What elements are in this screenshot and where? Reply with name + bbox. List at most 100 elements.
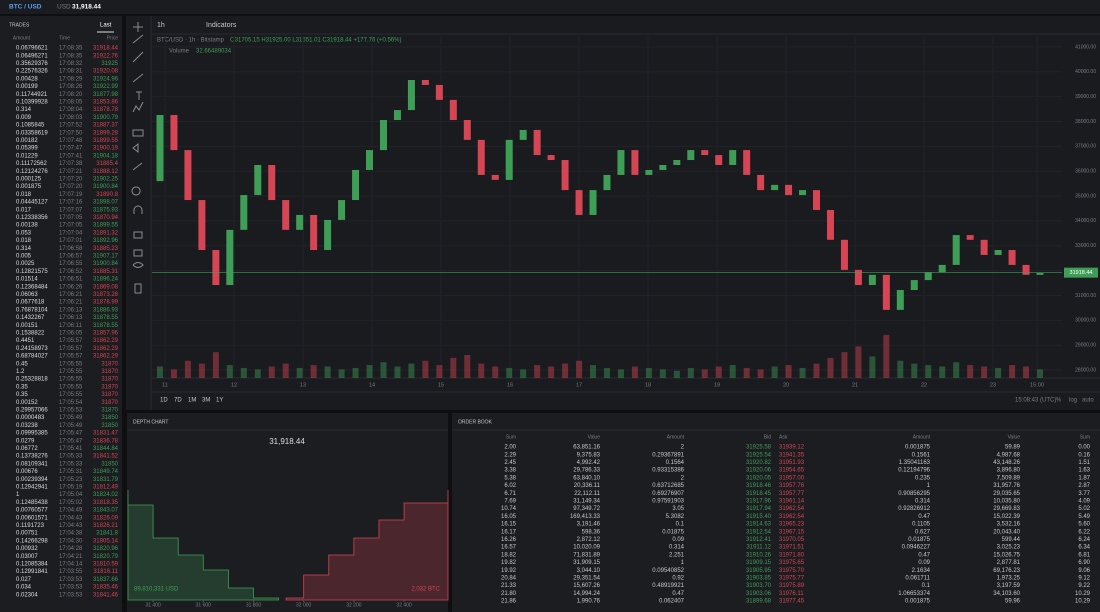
volume-bar — [184, 360, 191, 378]
book-cell: 97,349.72 — [573, 506, 600, 512]
volume-bar — [394, 366, 401, 378]
candle — [813, 190, 821, 210]
trade-amount: 0.03358619 — [16, 130, 48, 136]
trade-amount: 0.1191723 — [16, 523, 45, 529]
volume-bar — [981, 366, 988, 378]
candle — [449, 99, 457, 121]
trade-amount: 0.00428 — [16, 76, 38, 82]
trade-price: 31869.08 — [93, 284, 119, 290]
trade-price: 31899.55 — [93, 223, 119, 229]
trade-amount: 0.11172562 — [16, 161, 47, 167]
tool-icons[interactable] — [131, 22, 144, 294]
scale-option[interactable]: % — [1056, 398, 1062, 404]
scale-option[interactable]: log — [1069, 398, 1077, 404]
timeframe[interactable]: 1M — [188, 398, 196, 404]
book-cell: 0.061711 — [905, 575, 930, 581]
bids-area — [127, 490, 279, 601]
price-axis — [1062, 36, 1100, 378]
volume-bar — [673, 370, 680, 378]
trade-amount: 0.00182 — [16, 138, 38, 144]
trade-amount: 0.03238 — [16, 423, 38, 429]
trade-amount: 0.1432267 — [16, 315, 45, 321]
volume-bar — [715, 366, 722, 378]
trades-column: Time — [59, 35, 70, 41]
trade-time: 17:07:19 — [59, 192, 83, 198]
book-cell: 3,025.23 — [997, 545, 1021, 551]
candle — [366, 150, 374, 170]
timeframe[interactable]: 3M — [202, 398, 210, 404]
book-cell: 7.69 — [504, 498, 516, 504]
drawing-tools — [131, 22, 144, 294]
pair-selector[interactable]: BTC / USD — [9, 4, 42, 11]
trade-price: 31888.12 — [93, 169, 119, 175]
trade-price: 31887.37 — [93, 123, 119, 129]
book-cell: 22,112.11 — [574, 491, 600, 497]
book-cell: 31903.06 — [746, 591, 772, 597]
candle — [533, 129, 541, 156]
scale-option[interactable]: auto — [1082, 398, 1094, 404]
book-cell: 5.3082 — [666, 514, 685, 520]
book-cell: 31975.77 — [779, 575, 805, 581]
trade-amount: 0.01514 — [16, 277, 38, 283]
trade-time: 17:05:49 — [59, 423, 83, 429]
book-cell: 21.80 — [501, 591, 517, 597]
volume-bar — [576, 360, 583, 378]
book-cell: 9.12 — [1078, 575, 1090, 581]
volume-bar — [967, 365, 974, 378]
book-cell: 0.93315386 — [652, 468, 684, 474]
book-column: Bid — [764, 434, 771, 440]
book-cell: 0.1 — [922, 583, 931, 589]
trade-time: 17:06:58 — [59, 246, 83, 252]
trade-price: 31925 — [101, 61, 118, 67]
trade-amount: 0.12368484 — [16, 284, 48, 290]
trade-amount: 0.06496271 — [16, 53, 48, 59]
book-cell: 0.01875 — [908, 537, 930, 543]
candle — [352, 169, 360, 201]
trade-price: 31849.74 — [93, 469, 119, 475]
trade-amount: 0.0279 — [16, 438, 35, 444]
trade-price: 31841.52 — [93, 454, 119, 460]
trade-price: 31891.32 — [93, 230, 119, 236]
book-column: Sum — [1080, 434, 1090, 440]
trade-time: 17:03:53 — [59, 585, 83, 591]
timeframe[interactable]: 1Y — [216, 398, 223, 404]
trade-price: 31870 — [101, 392, 118, 398]
trade-time: 17:06:11 — [59, 323, 83, 329]
book-cell: 1.51 — [1078, 460, 1090, 466]
candle — [393, 110, 401, 121]
candle — [156, 115, 164, 182]
trades-tab[interactable]: Last — [100, 23, 112, 29]
trade-price: 31896.24 — [93, 277, 119, 283]
trade-time: 17:06:26 — [59, 284, 83, 290]
trade-amount: 0.00199 — [16, 84, 38, 90]
book-cell: 31899.68 — [746, 599, 772, 605]
book-cell: 20.84 — [501, 575, 517, 581]
candle — [519, 129, 527, 140]
book-cell: 29,035.65 — [993, 491, 1020, 497]
book-cell: 34,103.60 — [993, 591, 1020, 597]
trade-price: 31853.86 — [93, 99, 119, 105]
book-cell: 0.63712685 — [652, 483, 684, 489]
book-cell: 1.35041163 — [899, 460, 931, 466]
trade-time: 17:03:53 — [59, 577, 83, 583]
book-cell: 20,336.11 — [574, 483, 601, 489]
y-tick-label: 39000.00 — [1075, 94, 1096, 100]
trade-amount: 0.00676 — [16, 469, 38, 475]
candle — [491, 174, 499, 180]
trade-time: 17:07:16 — [59, 200, 83, 206]
asks-area — [285, 490, 449, 601]
x-tick-label: 18 — [645, 382, 651, 388]
book-cell: 0.47 — [918, 552, 930, 558]
book-cell: 31920.06 — [746, 468, 772, 474]
indicators[interactable]: Indicators — [206, 22, 237, 29]
trade-amount: 0.018 — [16, 238, 32, 244]
timeframe[interactable]: 1D — [160, 398, 168, 404]
trade-amount: 0.35629376 — [16, 61, 48, 67]
timeframe[interactable]: 7D — [174, 398, 182, 404]
candle — [477, 139, 485, 175]
trade-amount: 0.13738276 — [16, 454, 48, 460]
interval[interactable]: 1h — [157, 22, 165, 29]
book-cell: 19.82 — [501, 560, 517, 566]
book-cell: 3,044.10 — [577, 568, 601, 574]
book-cell: 31951.93 — [779, 460, 805, 466]
